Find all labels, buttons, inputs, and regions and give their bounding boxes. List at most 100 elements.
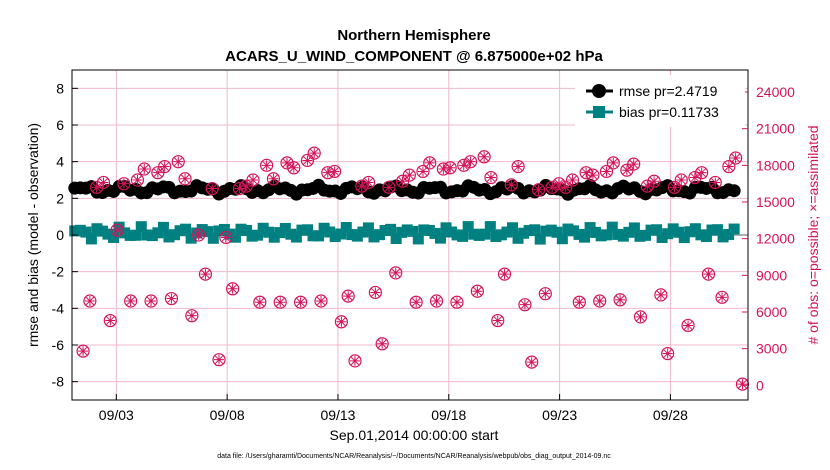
bias-point [473,229,485,241]
bias-point [263,226,275,238]
obs-possible-marker [423,156,437,170]
obs-possible-marker [504,178,518,192]
bias-point [451,229,463,241]
bias-point [484,221,496,233]
bias-point [590,226,602,238]
obs-possible-marker [83,294,97,308]
obs-assimilated-marker [431,296,442,306]
obs-assimilated-marker [363,177,374,188]
obs-count-point [593,294,607,308]
obs-count-point [613,293,627,307]
obs-count-point [701,267,716,281]
obs-count-point [511,159,525,174]
obs-count-point [674,173,688,187]
bias-point [423,224,435,236]
obs-possible-marker [348,354,362,368]
y-left-tick-label: 0 [56,227,64,243]
obs-count-point [355,179,369,193]
bias-point [180,223,192,235]
bias-point [335,228,347,240]
obs-possible-marker [368,285,382,300]
obs-possible-marker [307,146,321,160]
obs-assimilated-marker [180,173,191,184]
y-left-tick-label: -6 [52,337,65,353]
obs-assimilated-marker [485,172,496,183]
obs-possible-marker [185,309,199,323]
obs-assimilated-marker [676,175,687,185]
bias-point [396,226,408,238]
obs-assimilated-marker [642,181,653,192]
obs-assimilated-marker [343,291,354,302]
bias-point [257,222,269,234]
obs-possible-marker [722,159,736,174]
obs-count-point [334,315,348,329]
obs-possible-marker [90,180,104,194]
obs-possible-marker [103,313,117,328]
y-right-tick-label: 0 [756,377,764,393]
obs-assimilated-marker [78,346,89,357]
obs-count-point [423,156,437,170]
obs-assimilated-marker [703,269,714,280]
obs-count-point [307,146,321,160]
bias-point [606,221,618,233]
bias-point [567,225,579,237]
obs-assimilated-marker [492,315,503,326]
bias-point [119,227,131,239]
bias-point [695,229,707,241]
obs-possible-marker [695,166,709,180]
bias-point [667,223,679,235]
legend-rmse-label: rmse pr=2.4719 [619,83,718,99]
bias-point [617,230,629,242]
bias-point [407,225,419,237]
obs-possible-marker [708,175,722,190]
plot-series [68,146,750,391]
bias-point [728,223,740,235]
bias-point [130,229,142,241]
obs-count-point [525,355,539,369]
obs-possible-marker [627,157,641,171]
obs-possible-marker [205,181,219,196]
bias-point [152,227,164,239]
obs-assimilated-marker [186,310,197,321]
obs-assimilated-marker [98,177,109,188]
obs-assimilated-marker [146,296,157,306]
y-left-tick-label: 8 [56,80,64,96]
obs-count-point [715,290,729,304]
obs-assimilated-marker [615,294,626,305]
y-left-tick-label: -2 [52,264,65,280]
obs-assimilated-marker [451,297,462,308]
obs-assimilated-marker [227,283,238,294]
obs-count-point [273,295,287,309]
bias-point [412,233,424,245]
bias-point [507,222,519,234]
obs-count-point [266,172,281,186]
obs-count-point [205,181,219,196]
obs-possible-marker [212,353,226,367]
obs-count-point [130,173,145,187]
obs-assimilated-marker [282,157,293,168]
obs-assimilated-marker [173,156,184,167]
obs-assimilated-marker [159,161,170,172]
bias-point [628,222,640,234]
bias-point [340,221,352,233]
obs-assimilated-marker [404,170,415,181]
bias-point [296,224,308,236]
obs-count-point [545,180,559,194]
obs-assimilated-marker [125,296,136,306]
obs-possible-marker [409,295,423,309]
x-tick-label: 09/03 [99,407,134,423]
bias-point [374,229,386,241]
bias-point [96,225,108,237]
obs-assimilated-marker [655,289,666,300]
bias-point [418,224,430,236]
x-tick-label: 09/23 [542,407,577,423]
legend-box [575,75,745,127]
legend-bias-marker [593,106,605,118]
obs-count-point [735,377,750,391]
y-right-tick-label: 15000 [756,194,795,210]
obs-count-point [579,166,593,180]
obs-count-point [144,294,158,308]
obs-assimilated-marker [513,161,524,172]
bias-point [651,224,663,236]
obs-assimilated-marker [635,311,646,322]
